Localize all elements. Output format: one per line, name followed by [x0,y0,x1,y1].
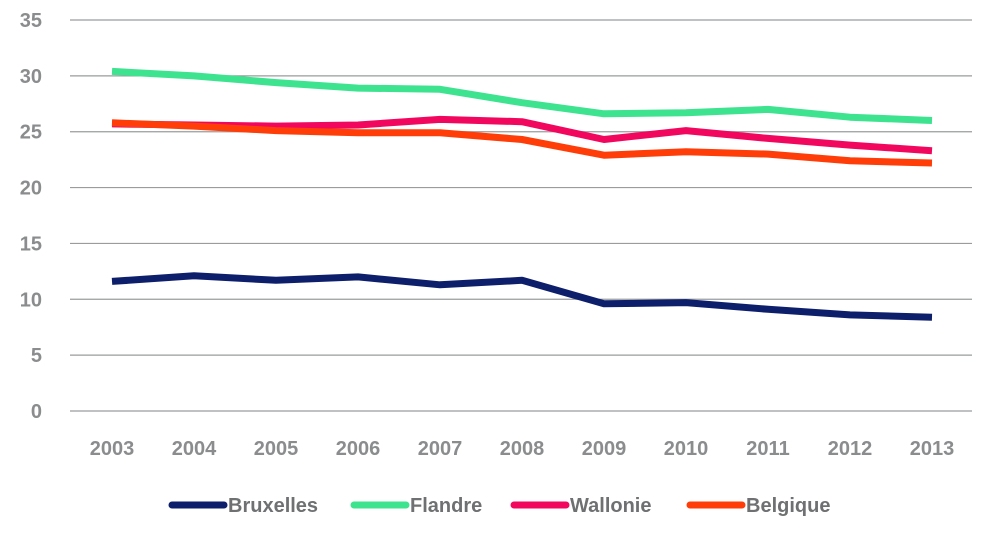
y-tick-label: 0 [31,401,42,423]
x-tick-label: 2005 [254,438,299,460]
legend-label: Wallonie [570,495,651,517]
legend-label: Flandre [410,495,482,517]
y-tick-label: 10 [20,289,42,311]
legend-item-belgique: Belgique [686,495,830,517]
series-line-flandre [111,67,933,124]
legend-label: Bruxelles [228,495,318,517]
x-tick-label: 2008 [500,438,545,460]
y-tick-label: 30 [20,66,42,88]
x-tick-label: 2013 [910,438,955,460]
y-axis-tick-labels: 0 5 10 15 20 25 30 35 [20,10,42,423]
x-tick-label: 2010 [664,438,709,460]
x-tick-label: 2012 [828,438,873,460]
x-tick-label: 2006 [336,438,381,460]
y-tick-label: 5 [31,345,42,367]
series-line-wallonie [111,115,933,155]
x-tick-label: 2003 [90,438,135,460]
series-line-bruxelles [111,272,933,321]
x-tick-label: 2007 [418,438,463,460]
series-lines [111,67,933,321]
y-tick-label: 25 [20,122,42,144]
y-tick-label: 15 [20,233,42,255]
y-tick-label: 20 [20,178,42,200]
x-tick-label: 2009 [582,438,627,460]
x-tick-label: 2004 [172,438,217,460]
y-tick-label: 35 [20,10,42,32]
x-axis-tick-labels: 2003 2004 2005 2006 2007 2008 2009 2010 2011 2012… [90,438,955,460]
legend: Bruxelles Flandre Wallonie Belgique [168,495,830,517]
legend-item-flandre: Flandre [350,495,482,517]
legend-item-wallonie: Wallonie [510,495,651,517]
legend-item-bruxelles: Bruxelles [168,495,318,517]
legend-label: Belgique [746,495,830,517]
x-tick-label: 2011 [746,438,789,460]
